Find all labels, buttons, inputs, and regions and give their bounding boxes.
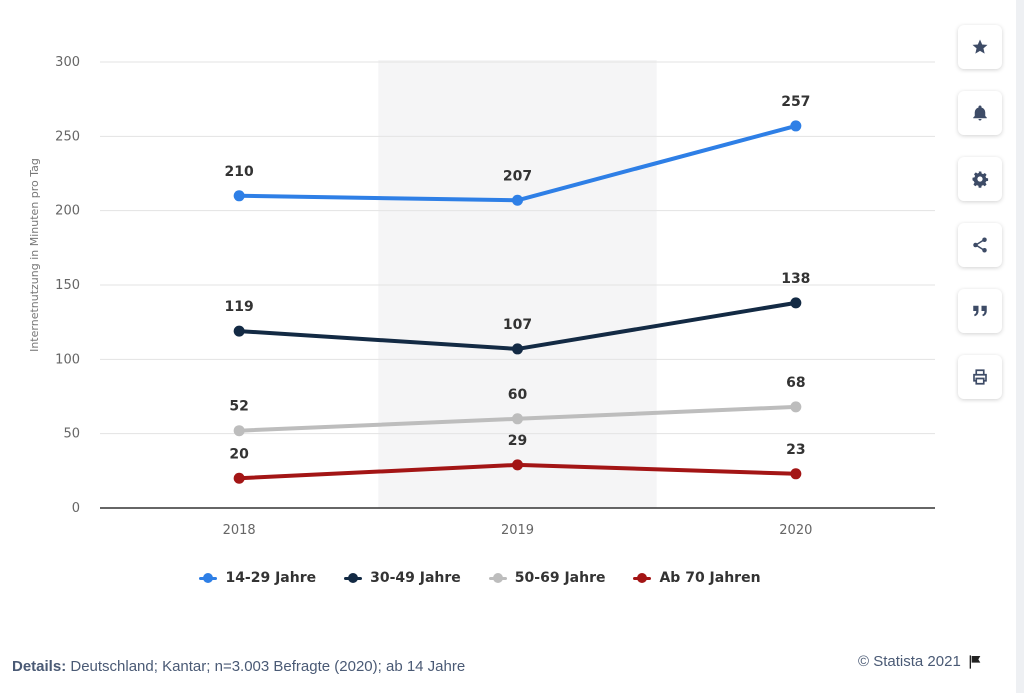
data-label: 29 xyxy=(508,433,527,449)
data-point[interactable] xyxy=(233,190,245,202)
legend-label: 30-49 Jahre xyxy=(370,570,461,586)
legend-label: 14-29 Jahre xyxy=(225,570,317,586)
print-button[interactable] xyxy=(958,355,1002,399)
notification-button[interactable] xyxy=(958,91,1002,135)
legend-item[interactable]: 14-29 Jahre xyxy=(199,570,316,586)
data-label: 207 xyxy=(503,168,532,184)
y-tick-label: 250 xyxy=(55,129,80,144)
x-tick-label: 2019 xyxy=(501,523,534,538)
legend-swatch-dot xyxy=(203,573,214,583)
gear-icon xyxy=(972,171,989,188)
favorite-button[interactable] xyxy=(958,25,1002,69)
legend-item[interactable]: Ab 70 Jahren xyxy=(633,570,761,586)
data-label: 52 xyxy=(229,399,248,415)
bell-icon xyxy=(973,105,987,121)
data-label: 119 xyxy=(225,299,254,315)
data-point[interactable] xyxy=(233,425,245,437)
data-label: 107 xyxy=(503,317,532,333)
settings-button[interactable] xyxy=(958,157,1002,201)
details-text: Details: Deutschland; Kantar; n=3.003 Be… xyxy=(12,658,465,675)
y-tick-label: 300 xyxy=(55,55,80,70)
share-button[interactable] xyxy=(958,223,1002,267)
data-point[interactable] xyxy=(790,120,802,132)
data-point[interactable] xyxy=(790,297,802,309)
data-point[interactable] xyxy=(790,401,802,413)
legend-swatch xyxy=(633,572,652,584)
legend-swatch xyxy=(199,572,218,584)
legend-swatch xyxy=(344,572,363,584)
legend-swatch-dot xyxy=(348,573,359,583)
details-value: Deutschland; Kantar; n=3.003 Befragte (2… xyxy=(66,658,466,675)
data-point[interactable] xyxy=(512,413,523,425)
data-label: 210 xyxy=(225,164,254,180)
legend-item[interactable]: 50-69 Jahre xyxy=(488,570,606,586)
flag-icon xyxy=(969,654,981,669)
x-tick-label: 2018 xyxy=(223,523,256,538)
data-label: 138 xyxy=(781,271,810,287)
copyright[interactable]: © Statista 2021 xyxy=(858,653,983,670)
quote-icon xyxy=(973,305,987,317)
y-tick-label: 200 xyxy=(55,204,80,219)
data-point[interactable] xyxy=(512,194,523,206)
star-icon xyxy=(972,39,988,54)
data-point[interactable] xyxy=(512,343,523,355)
y-tick-label: 0 xyxy=(72,501,80,516)
x-tick-label: 2020 xyxy=(779,523,812,538)
copyright-text: © Statista 2021 xyxy=(858,653,961,670)
legend-item[interactable]: 30-49 Jahre xyxy=(344,570,461,586)
legend-swatch-dot xyxy=(492,573,503,583)
data-point[interactable] xyxy=(233,325,245,337)
y-tick-label: 150 xyxy=(55,278,80,293)
y-tick-label: 100 xyxy=(55,352,80,367)
data-label: 257 xyxy=(781,94,810,110)
data-label: 60 xyxy=(508,387,528,403)
share-icon xyxy=(973,237,987,253)
print-icon xyxy=(973,369,987,385)
data-point[interactable] xyxy=(512,459,523,471)
tool-bar xyxy=(958,25,1002,399)
data-label: 20 xyxy=(229,446,249,462)
cite-button[interactable] xyxy=(958,289,1002,333)
y-axis-label: Internetnutzung in Minuten pro Tag xyxy=(28,158,41,352)
data-label: 68 xyxy=(786,375,805,391)
data-label: 23 xyxy=(786,442,805,458)
legend-label: Ab 70 Jahren xyxy=(659,570,761,586)
y-tick-label: 50 xyxy=(63,427,80,442)
chart-legend: 14-29 Jahre 30-49 Jahre 50-69 Jahre Ab 70 J… xyxy=(0,570,960,586)
data-point[interactable] xyxy=(790,468,802,480)
details-label: Details: xyxy=(12,658,67,675)
data-point[interactable] xyxy=(233,472,245,484)
legend-label: 50-69 Jahre xyxy=(514,570,606,586)
legend-swatch-dot xyxy=(637,573,648,583)
legend-swatch xyxy=(488,572,507,584)
